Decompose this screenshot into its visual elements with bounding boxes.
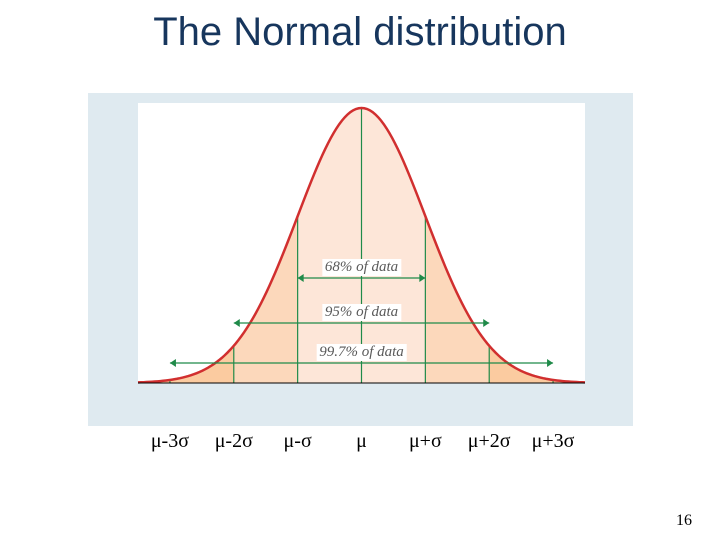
- page-number: 16: [676, 512, 692, 530]
- annotation-95pct: 95% of data: [322, 304, 401, 321]
- xlabel-mu-minus-2sigma: μ-2σ: [215, 430, 253, 453]
- xlabel-mu-plus-2sigma: μ+2σ: [468, 430, 511, 453]
- annotation-997pct: 99.7% of data: [316, 344, 407, 361]
- xlabel-mu: μ: [356, 430, 367, 453]
- xlabel-mu-plus-3sigma: μ+3σ: [532, 430, 575, 453]
- xlabel-mu-minus-sigma: μ-σ: [284, 430, 312, 453]
- x-axis-labels: μ-3σ μ-2σ μ-σ μ μ+σ μ+2σ μ+3σ: [88, 430, 633, 460]
- xlabel-mu-plus-sigma: μ+σ: [409, 430, 442, 453]
- annotation-68pct: 68% of data: [322, 259, 401, 276]
- slide-title: The Normal distribution: [0, 10, 720, 55]
- xlabel-mu-minus-3sigma: μ-3σ: [151, 430, 189, 453]
- chart-panel: 68% of data 95% of data 99.7% of data: [88, 93, 633, 426]
